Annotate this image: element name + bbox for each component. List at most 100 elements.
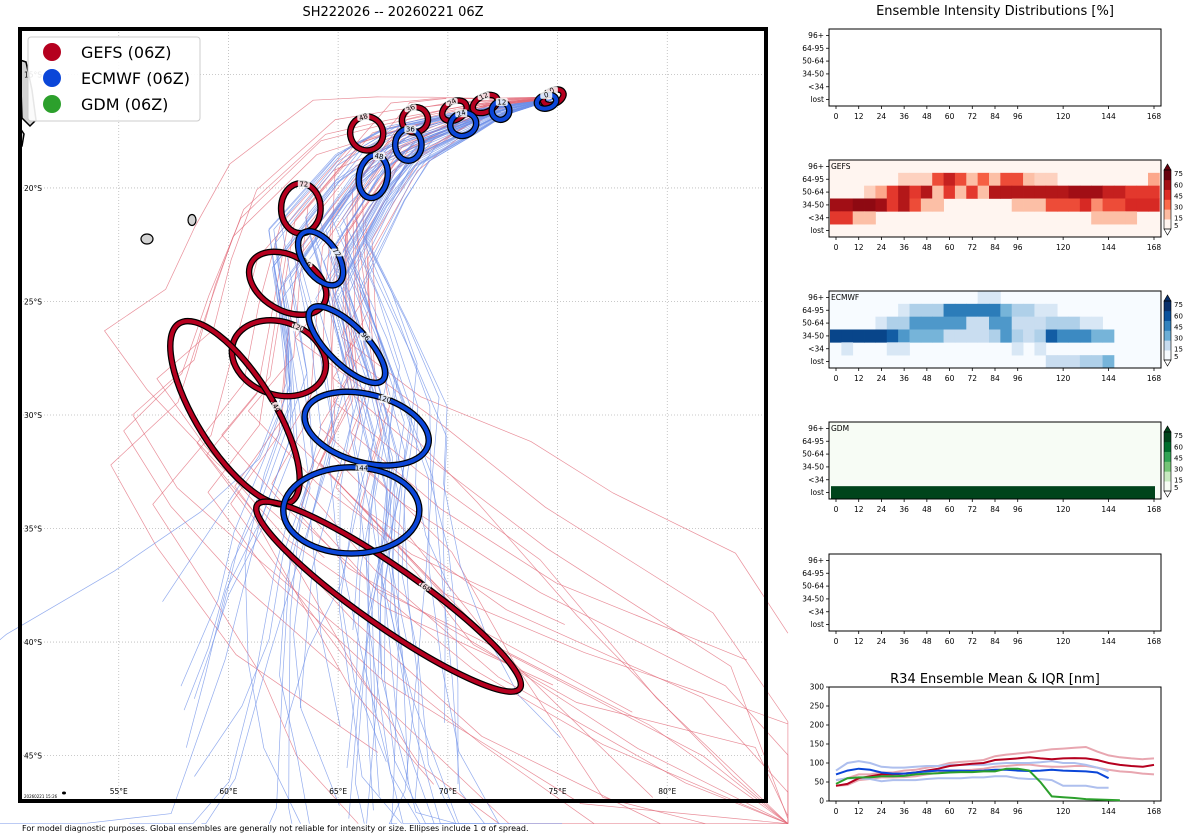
heatmap-cell [1113, 198, 1126, 212]
x-tick-label: 24 [877, 374, 887, 383]
heatmap-cell [1102, 185, 1115, 199]
y-tick-label: 64-95 [802, 175, 824, 184]
heatmap-cell [954, 303, 967, 317]
x-tick-label: 36 [899, 243, 909, 252]
heatmap-cell [1000, 329, 1013, 343]
legend-gefs-marker [43, 43, 61, 61]
island-rodrigues [187, 213, 197, 227]
heatmap-cell [1136, 198, 1149, 212]
ecmwf-member-track [183, 99, 554, 711]
colorbar-tick-label: 30 [1174, 465, 1183, 473]
colorbar-segment [1164, 350, 1171, 361]
x-tick-label: 60 [945, 807, 955, 816]
legend-ecmwf-marker [43, 69, 61, 87]
footnote: For model diagnostic purposes. Global en… [22, 824, 529, 833]
x-tick-label: 0 [834, 807, 839, 816]
colorbar-segment [1164, 179, 1171, 190]
heatmap-cell [1034, 198, 1047, 212]
colorbar-tick-label: 60 [1174, 443, 1183, 451]
x-tick-label: 144 [1101, 243, 1116, 252]
heatmap-cell [898, 342, 910, 356]
x-tick-label: 84 [990, 637, 1000, 646]
heatmap-cell [920, 316, 933, 330]
heatmap-cell [1079, 329, 1092, 343]
x-tick-label: 0 [834, 637, 839, 646]
heatmap-cell [886, 342, 899, 356]
heatmap-cell [1091, 355, 1103, 369]
r34-title: R34 Ensemble Mean & IQR [nm] [890, 672, 1100, 687]
heatmap-cell [1057, 329, 1069, 343]
heatmap-cell [932, 329, 944, 343]
lon-label: 80°E [658, 787, 676, 796]
panel-frame [828, 28, 1162, 107]
heatmap-cell [1068, 316, 1081, 330]
x-tick-label: 24 [877, 243, 887, 252]
heatmap-cell [909, 329, 922, 343]
x-tick-label: 60 [945, 243, 955, 252]
x-tick-label: 0 [834, 112, 839, 121]
x-tick-label: 144 [1101, 374, 1116, 383]
r34-frame [828, 686, 1162, 802]
colorbar-segment [1164, 189, 1171, 200]
x-tick-label: 24 [877, 807, 887, 816]
x-tick-label: 0 [834, 505, 839, 514]
heatmap-cell [966, 303, 979, 317]
x-tick-label: 36 [899, 505, 909, 514]
heatmap-cell [943, 172, 956, 186]
colorbar-segment [1164, 451, 1171, 462]
ellipse-tau-label: 72 [299, 180, 308, 188]
legend-gdm-marker [43, 95, 61, 113]
heatmap-cell [989, 185, 1001, 199]
ellipse-tau-label: 0 [548, 86, 555, 95]
x-tick-label: 72 [968, 243, 978, 252]
heatmap-cell [909, 185, 922, 199]
x-tick-label: 168 [1147, 637, 1162, 646]
heatmap-cell [989, 329, 1001, 343]
x-tick-label: 60 [945, 505, 955, 514]
heatmap-cell [1113, 211, 1126, 225]
x-tick-label: 120 [1056, 374, 1071, 383]
colorbar-segment [1164, 301, 1171, 312]
y-tick-label: 50-64 [802, 319, 824, 328]
heatmap-cell [932, 185, 944, 199]
heatmap-cell [909, 316, 922, 330]
heatmap-cell [864, 211, 876, 225]
heatmap-cell [852, 198, 865, 212]
heatmap-cell [1034, 185, 1047, 199]
panel-frame [828, 553, 1162, 632]
heatmap-cell [864, 185, 876, 199]
heatmap-cell [1023, 316, 1035, 330]
heatmap-cell [898, 303, 910, 317]
x-tick-label: 36 [899, 112, 909, 121]
heatmap-cell [1102, 198, 1115, 212]
x-tick-label: 144 [1101, 112, 1116, 121]
ecmwf-ellipse-96 [306, 304, 388, 385]
heatmap-cell [989, 303, 1001, 317]
y-tick-label: 50-64 [802, 188, 824, 197]
y-tick-label: 96+ [808, 424, 824, 433]
ellipse-label-bg [455, 109, 468, 118]
heatmap-cell [932, 303, 944, 317]
island-south [62, 791, 66, 795]
y-tick-label: <34 [808, 82, 824, 91]
heatmap-cell [1148, 172, 1160, 186]
heatmap-cell [989, 291, 1001, 305]
heatmap-cell [1068, 185, 1081, 199]
intensity-title: Ensemble Intensity Distributions [%] [876, 4, 1114, 19]
heatmap-cell [989, 172, 1001, 186]
heatmap-cell [1068, 355, 1081, 369]
x-tick-label: 72 [968, 374, 978, 383]
colorbar-segment [1164, 170, 1171, 181]
heatmap-cell [932, 172, 944, 186]
heatmap-cell [932, 316, 944, 330]
ellipse-label-bg [297, 179, 310, 188]
heatmap-cell [1091, 329, 1103, 343]
heatmap-cell [1011, 303, 1024, 317]
y-tick-label: <34 [808, 213, 824, 222]
r34-line-ecmwf-iqr-high [835, 760, 1109, 773]
x-tick-label: 144 [1101, 505, 1116, 514]
y-tick-label: 34-50 [802, 462, 824, 471]
colorbar-frame [1163, 431, 1172, 492]
heatmap-cell [1045, 316, 1058, 330]
y-tick-label: <34 [808, 475, 824, 484]
